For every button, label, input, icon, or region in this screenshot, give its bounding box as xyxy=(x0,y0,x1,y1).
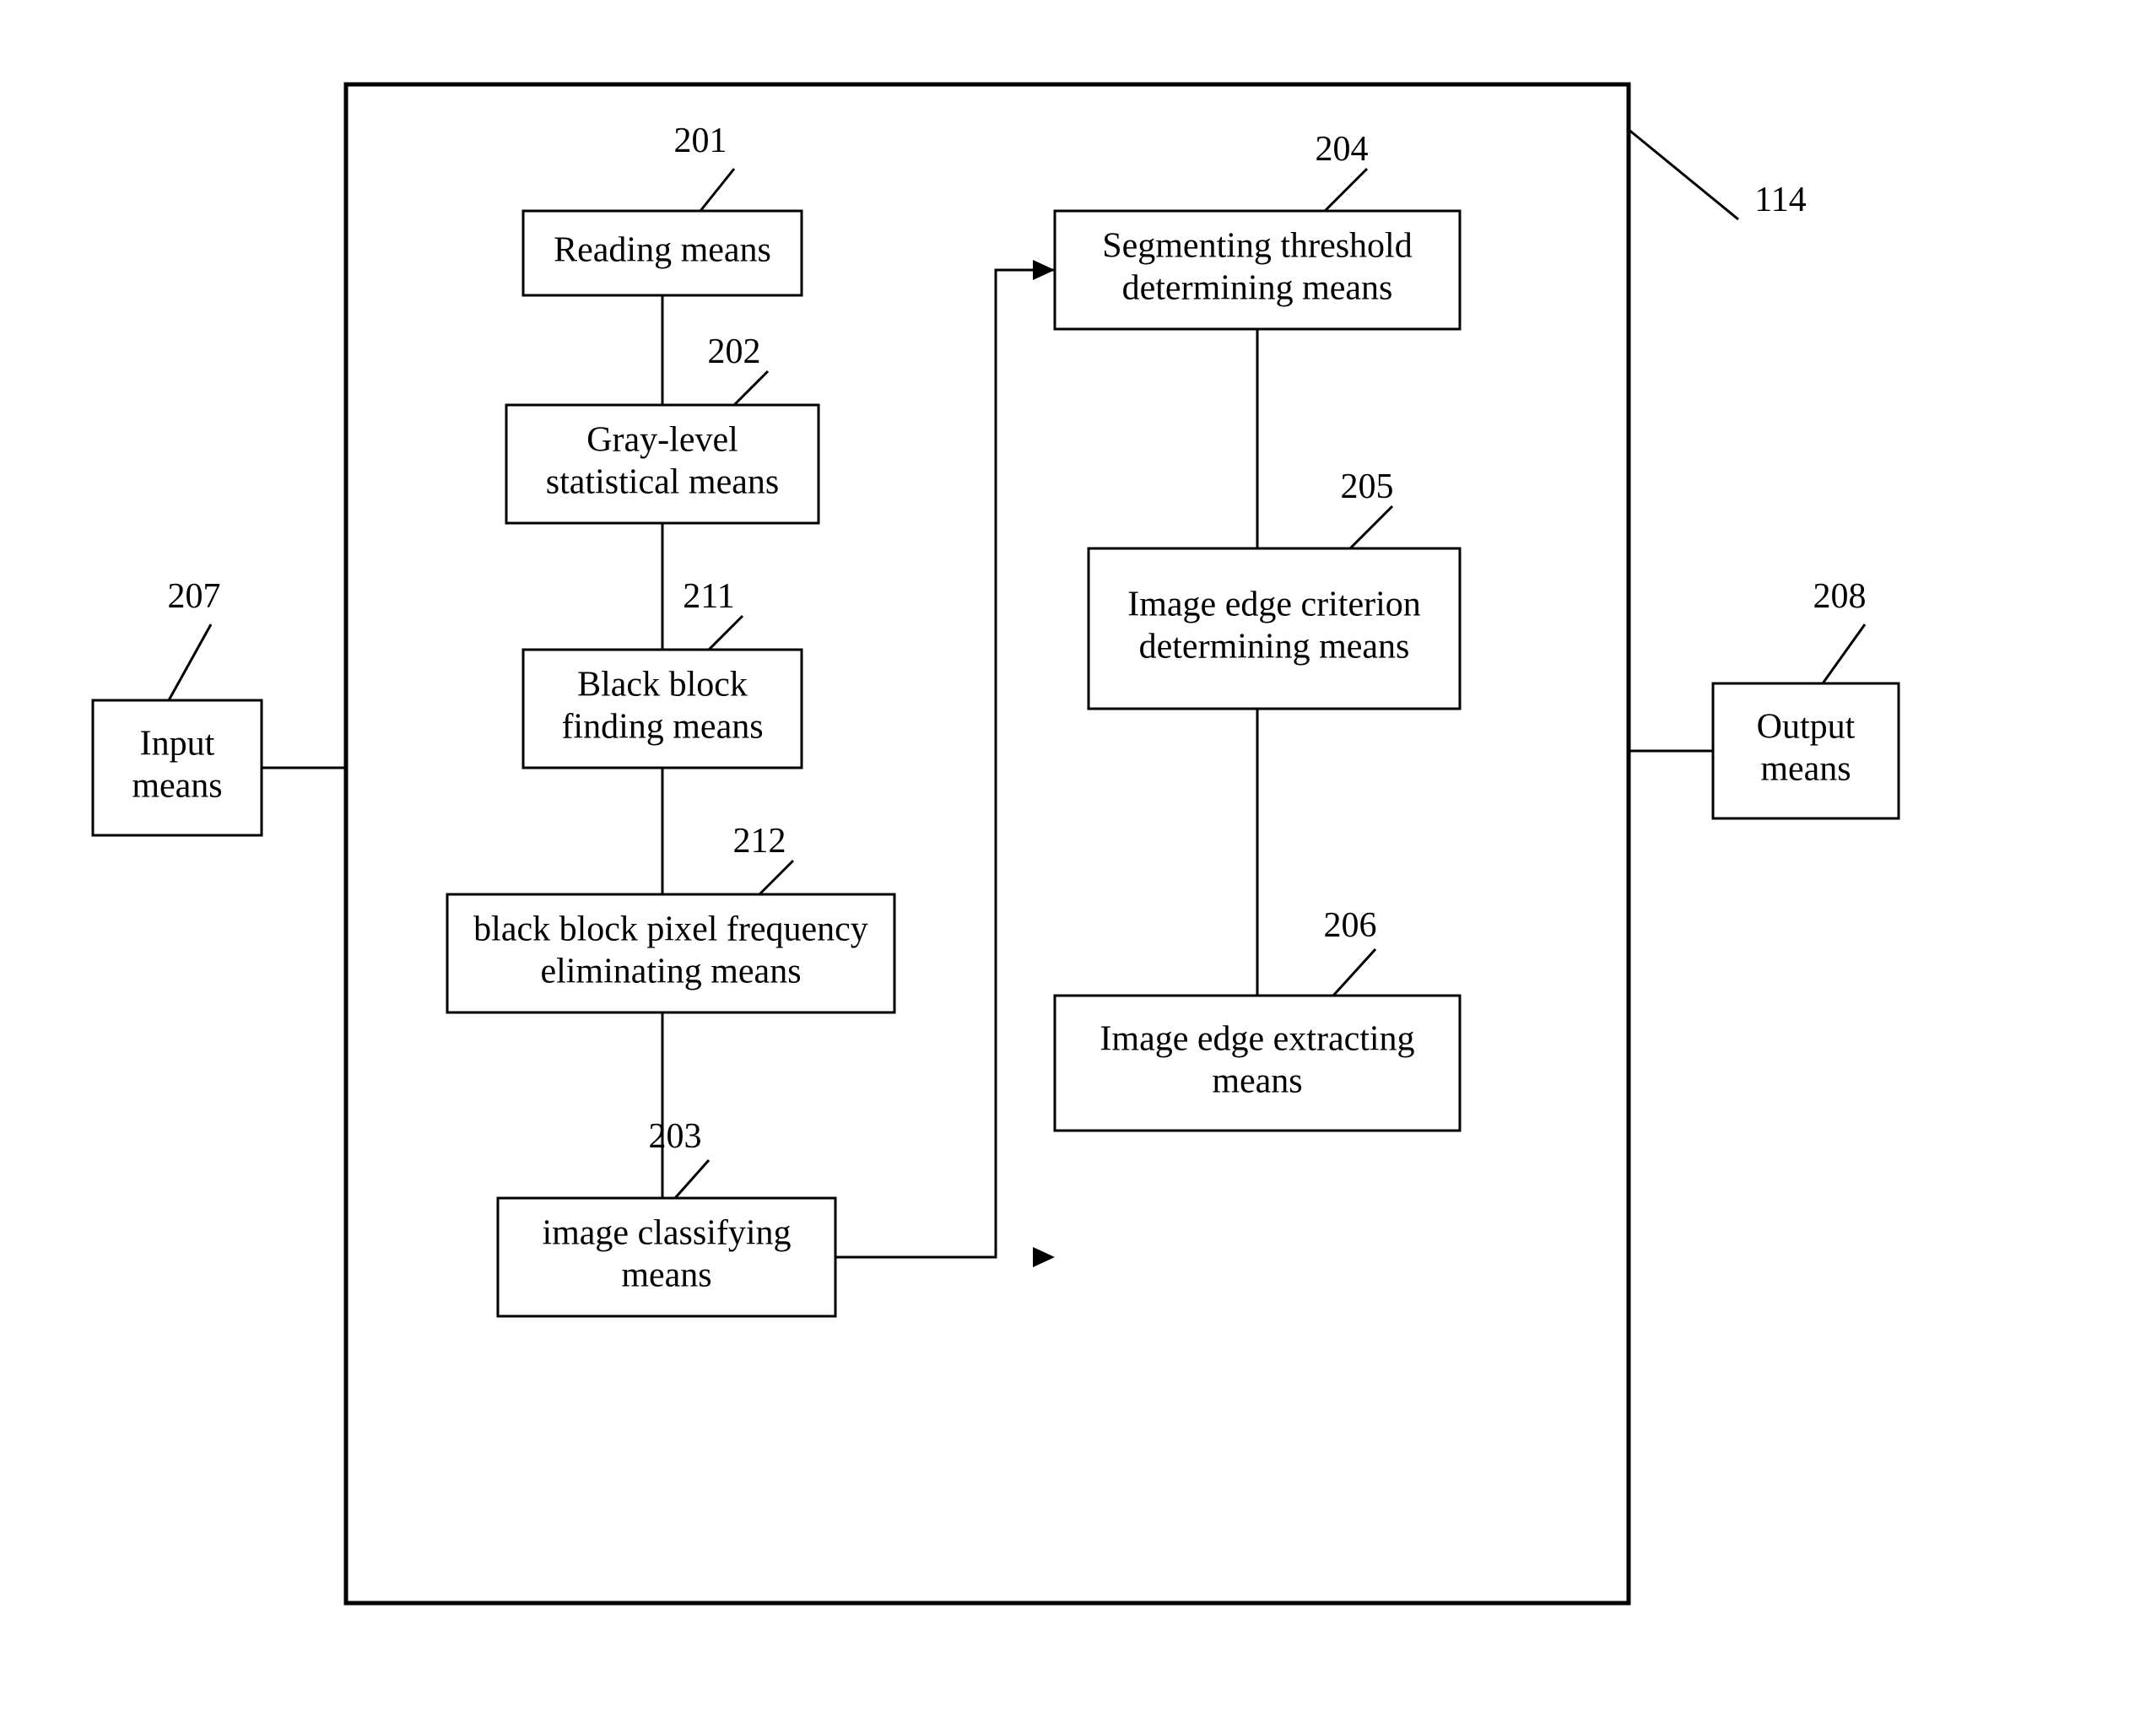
node-label: Gray-level xyxy=(586,421,738,460)
ref-label: 207 xyxy=(168,577,221,616)
node-label: Image edge extracting xyxy=(1100,1020,1414,1059)
node-label: image classifying xyxy=(542,1214,791,1253)
node-label: black block pixel frequency xyxy=(473,910,868,949)
node-label: Segmenting threshold xyxy=(1102,227,1412,266)
node-label: eliminating means xyxy=(540,953,801,991)
node-n207: Inputmeans 207 xyxy=(93,577,262,835)
leader-line xyxy=(169,624,211,700)
node-label: means xyxy=(621,1256,711,1295)
node-label: Input xyxy=(140,725,215,764)
ref-label: 205 xyxy=(1341,467,1394,506)
node-label: means xyxy=(1212,1062,1302,1101)
node-label: Output xyxy=(1757,708,1856,747)
ref-label-114: 114 xyxy=(1754,181,1806,219)
node-label: statistical means xyxy=(546,463,779,502)
ref-label: 212 xyxy=(733,822,786,861)
ref-label: 206 xyxy=(1324,906,1377,945)
ref-label: 202 xyxy=(708,332,761,371)
node-n208: Outputmeans 208 xyxy=(1713,577,1899,818)
ref-label: 208 xyxy=(1813,577,1867,616)
leader-line xyxy=(1627,128,1738,219)
diagram-canvas: 114 Reading means 201 Gray-levelstatistical… xyxy=(0,0,2156,1733)
ref-label: 201 xyxy=(674,121,727,160)
node-label: determining means xyxy=(1122,269,1393,308)
node-label: Image edge criterion xyxy=(1127,586,1420,624)
node-label: means xyxy=(132,767,222,806)
ref-label: 204 xyxy=(1316,130,1369,169)
node-label: Black block xyxy=(577,666,748,705)
ref-label: 211 xyxy=(683,577,734,616)
ref-label: 203 xyxy=(649,1117,702,1156)
node-label: means xyxy=(1760,750,1851,789)
leader-line xyxy=(1823,624,1865,683)
node-label: Reading means xyxy=(554,231,771,270)
node-label: finding means xyxy=(561,708,763,747)
node-label: determining means xyxy=(1139,628,1410,667)
